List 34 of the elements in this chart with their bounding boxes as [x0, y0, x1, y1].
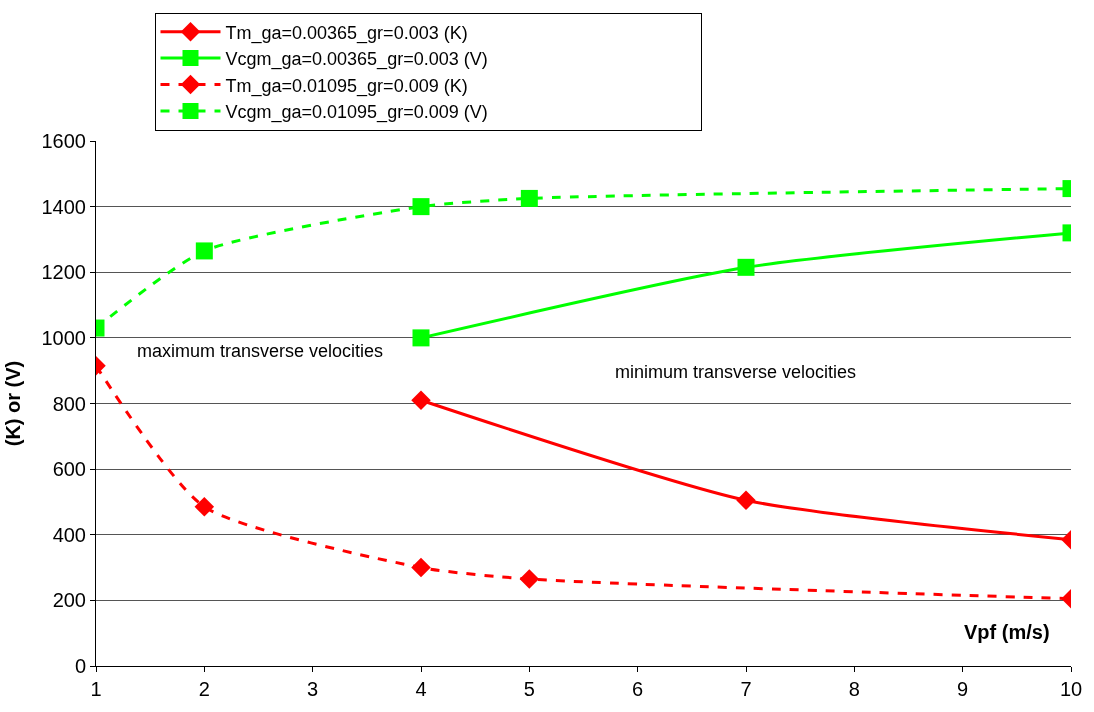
point	[519, 569, 540, 589]
x-tick-label: 6	[632, 678, 644, 700]
x-tick-label: 1	[90, 678, 102, 700]
x-axis-title: Vpf (m/s)	[964, 621, 1050, 643]
y-tick-label: 400	[52, 523, 86, 546]
x-tick-label: 10	[1059, 678, 1083, 700]
y-tick-label: 1600	[41, 130, 86, 152]
point	[520, 189, 538, 207]
x-tick-label: 5	[523, 678, 535, 700]
x-tick-label: 7	[740, 678, 752, 700]
y-axis-title: (K) or (V)	[2, 360, 24, 447]
point	[412, 329, 430, 347]
legend-label: Vcgm_ga=0.01095_gr=0.009 (V)	[225, 101, 488, 123]
x-tick-label: 3	[307, 678, 319, 700]
point	[194, 497, 215, 517]
x-tick-label: 2	[198, 678, 210, 700]
y-tick-label: 800	[52, 392, 86, 415]
y-tick-label: 1000	[41, 326, 86, 349]
legend-label: Vcgm_ga=0.00365_gr=0.003 (V)	[225, 49, 488, 71]
y-tick-label: 200	[52, 589, 86, 612]
annotation: maximum transverse velocities	[137, 341, 384, 361]
x-tick-label: 4	[415, 678, 427, 700]
legend-label: Tm_ga=0.01095_gr=0.009 (K)	[225, 75, 468, 97]
point	[411, 557, 431, 578]
y-tick-label: 1400	[41, 195, 86, 218]
x-tick-label: 9	[957, 678, 969, 700]
annotation: minimum transverse velocities	[615, 362, 857, 382]
y-tick-label: 600	[52, 458, 86, 481]
point	[412, 198, 430, 216]
y-tick-label: 1200	[41, 261, 86, 284]
point	[411, 390, 431, 410]
y-tick-label: 0	[74, 655, 86, 677]
x-tick-label: 8	[848, 678, 860, 700]
legend-label: Tm_ga=0.00365_gr=0.003 (K)	[225, 22, 468, 44]
